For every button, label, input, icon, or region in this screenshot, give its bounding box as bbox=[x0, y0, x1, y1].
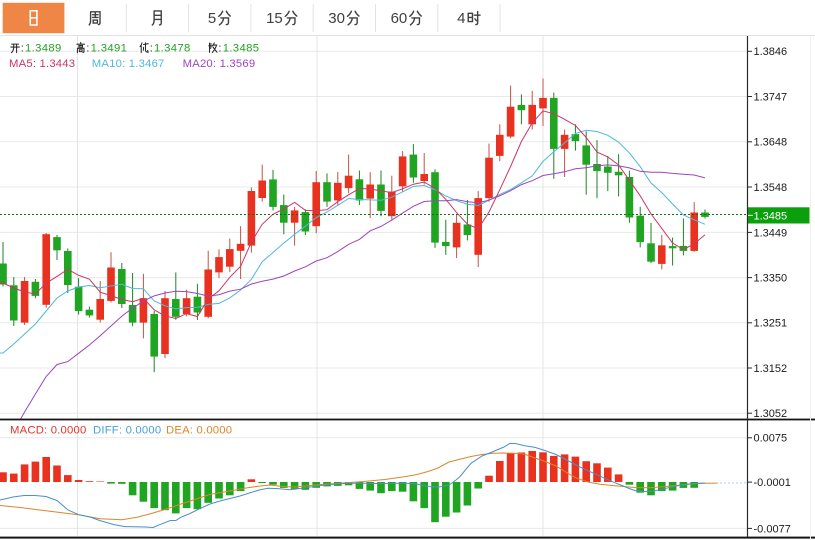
svg-text:1.3485: 1.3485 bbox=[223, 42, 260, 54]
svg-text::: : bbox=[21, 42, 24, 54]
svg-text:4: 4 bbox=[457, 10, 465, 27]
svg-text:1.3251: 1.3251 bbox=[754, 318, 788, 330]
svg-text:1.3846: 1.3846 bbox=[754, 46, 788, 58]
svg-text:1.3350: 1.3350 bbox=[754, 273, 788, 285]
svg-text:1.3747: 1.3747 bbox=[754, 91, 788, 103]
svg-text:1.3152: 1.3152 bbox=[754, 363, 788, 375]
svg-text:5: 5 bbox=[208, 10, 216, 27]
svg-text:1.3548: 1.3548 bbox=[754, 182, 788, 194]
svg-text:0.0075: 0.0075 bbox=[754, 433, 788, 445]
svg-text:-0.0001: -0.0001 bbox=[754, 477, 791, 489]
svg-text:1.3052: 1.3052 bbox=[754, 408, 788, 420]
svg-text:1.3491: 1.3491 bbox=[91, 42, 128, 54]
svg-text::: : bbox=[218, 42, 221, 54]
svg-text:1.3449: 1.3449 bbox=[754, 227, 788, 239]
svg-text:1.3478: 1.3478 bbox=[154, 42, 191, 54]
svg-text::: : bbox=[150, 42, 153, 54]
svg-text:-0.0077: -0.0077 bbox=[754, 523, 791, 535]
svg-text::: : bbox=[86, 42, 89, 54]
svg-text:1.3485: 1.3485 bbox=[754, 210, 788, 222]
svg-text:1.3489: 1.3489 bbox=[25, 42, 62, 54]
svg-text:1.3648: 1.3648 bbox=[754, 137, 788, 149]
svg-text:30: 30 bbox=[328, 10, 345, 27]
svg-text:15: 15 bbox=[266, 10, 283, 27]
svg-text:60: 60 bbox=[391, 10, 408, 27]
